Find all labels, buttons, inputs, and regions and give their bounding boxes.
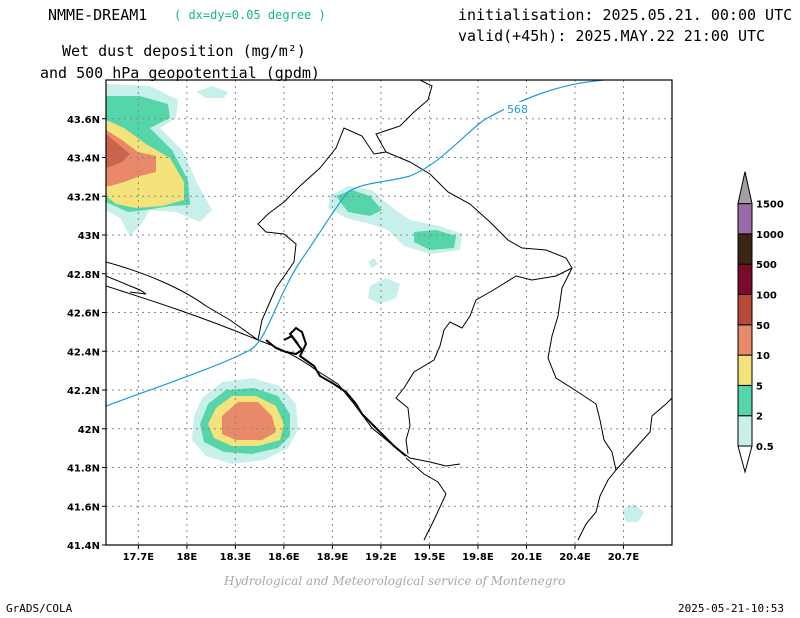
legend-level-label: 100	[756, 291, 777, 302]
map-gridlines	[106, 80, 672, 545]
map-title-line2: and 500 hPa geopotential (gpdm)	[40, 64, 320, 82]
color-legend: 1500 1000 500 100 50 10 5 2 0.5	[737, 171, 784, 474]
lat-tick-label: 42.2N	[67, 386, 100, 397]
legend-color-box	[737, 233, 753, 265]
generation-timestamp: 2025-05-21-10:53	[678, 602, 784, 615]
lon-tick-label: 18.3E	[220, 552, 252, 563]
legend-color-box	[737, 324, 753, 356]
lat-tick-label: 42.8N	[67, 270, 100, 281]
geopotential-contour-568	[106, 80, 605, 407]
legend-color-box	[737, 203, 753, 235]
lat-tick-label: 41.4N	[67, 541, 100, 552]
contour-label-box	[504, 102, 530, 116]
lon-tick-label: 20.7E	[608, 552, 640, 563]
credit-text: Hydrological and Meteorological service …	[224, 574, 566, 588]
lon-tick-label: 19.5E	[414, 552, 446, 563]
lon-tick-label: 20.1E	[511, 552, 543, 563]
legend-top-arrow	[737, 171, 753, 205]
legend-level-label: 5	[756, 381, 763, 392]
dust-blob-southwest	[192, 378, 298, 464]
legend-level-label: 1000	[756, 230, 784, 241]
resolution-label: ( dx=dy=0.05 degree )	[174, 8, 326, 22]
contour-label-568: 568	[507, 103, 528, 116]
software-label: GrADS/COLA	[6, 602, 73, 615]
dust-blob-southeast	[622, 504, 644, 522]
lon-tick-label: 19.8E	[462, 552, 494, 563]
lon-tick-label: 17.7E	[123, 552, 155, 563]
legend-level-label: 10	[756, 351, 770, 362]
lat-tick-label: 42.6N	[67, 309, 100, 320]
dust-blob-central	[328, 186, 462, 304]
dust-deposition-field	[106, 84, 644, 522]
legend-color-box	[737, 384, 753, 417]
montenegro-coast	[265, 326, 407, 457]
lon-tick-label: 18.9E	[317, 552, 349, 563]
longitude-axis: 17.7E 18E 18.3E 18.6E 18.9E 19.2E 19.5E 19.8E 20…	[123, 545, 640, 563]
legend-level-label: 2	[756, 412, 763, 423]
valid-time: valid(+45h): 2025.MAY.22 21:00 UTC	[458, 27, 766, 45]
lat-tick-label: 43.6N	[67, 115, 100, 126]
initialisation-time: initialisation: 2025.05.21. 00:00 UTC	[458, 6, 793, 24]
lon-tick-label: 19.2E	[365, 552, 397, 563]
lon-tick-label: 20.4E	[559, 552, 591, 563]
legend-color-box	[737, 415, 753, 447]
lon-tick-label: 18.6E	[268, 552, 300, 563]
dust-blob-northwest	[106, 84, 228, 236]
legend-level-label: 500	[756, 260, 777, 271]
model-name: NMME-DREAM1	[48, 6, 148, 24]
lat-tick-label: 42N	[78, 425, 100, 436]
lon-tick-label: 18E	[176, 552, 197, 563]
lat-tick-label: 42.4N	[67, 347, 100, 358]
legend-color-box	[737, 294, 753, 326]
country-borders	[106, 80, 672, 541]
legend-color-box	[737, 263, 753, 296]
legend-bottom-arrow	[737, 445, 753, 474]
latitude-axis: 41.4N 41.6N 41.8N 42N 42.2N 42.4N 42.6N 42.8N 43…	[67, 115, 106, 552]
legend-color-box	[737, 354, 753, 386]
lat-tick-label: 43.4N	[67, 154, 100, 165]
legend-level-label: 50	[756, 321, 770, 332]
lat-tick-label: 41.8N	[67, 464, 100, 475]
legend-level-label: 1500	[756, 200, 784, 211]
lat-tick-label: 43N	[78, 231, 100, 242]
lat-tick-label: 43.2N	[67, 192, 100, 203]
map-title-line1: Wet dust deposition (mg/m²)	[62, 42, 306, 60]
lat-tick-label: 41.6N	[67, 502, 100, 513]
legend-level-label: 0.5	[756, 442, 774, 453]
